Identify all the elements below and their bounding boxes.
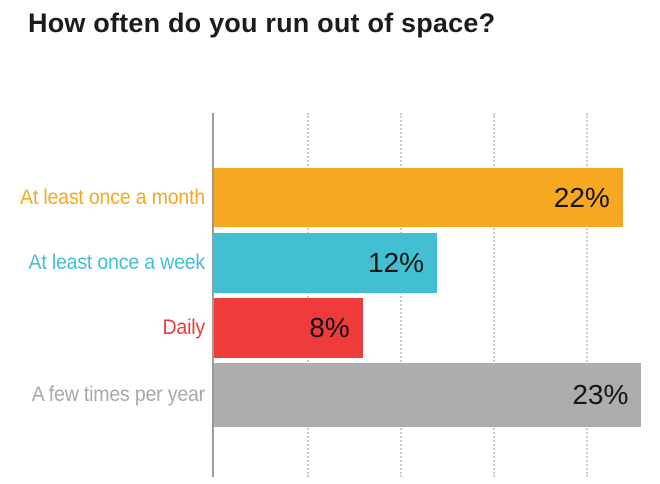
bar: 22% [214, 168, 623, 227]
chart-title: How often do you run out of space? [28, 8, 496, 38]
category-label: At least once a week [28, 251, 206, 274]
plot-area: 22% 12% 8% 23% [212, 113, 660, 477]
bar-value-label: 23% [572, 379, 629, 410]
bar: 23% [214, 363, 642, 427]
gridline [585, 113, 588, 477]
bar: 12% [214, 233, 437, 293]
bar-value-label: 12% [367, 247, 424, 278]
gridline [306, 113, 309, 477]
gridline [399, 113, 402, 477]
category-label: Daily [162, 316, 206, 339]
bar-value-label: 8% [309, 312, 350, 343]
bar-chart: 22% 12% 8% 23% At least once a month At leas… [0, 113, 660, 477]
category-label: A few times per year [31, 383, 205, 406]
bar-value-label: 22% [553, 181, 610, 213]
category-label: At least once a month [20, 185, 206, 209]
gridline [492, 113, 495, 477]
bar: 8% [214, 298, 363, 358]
